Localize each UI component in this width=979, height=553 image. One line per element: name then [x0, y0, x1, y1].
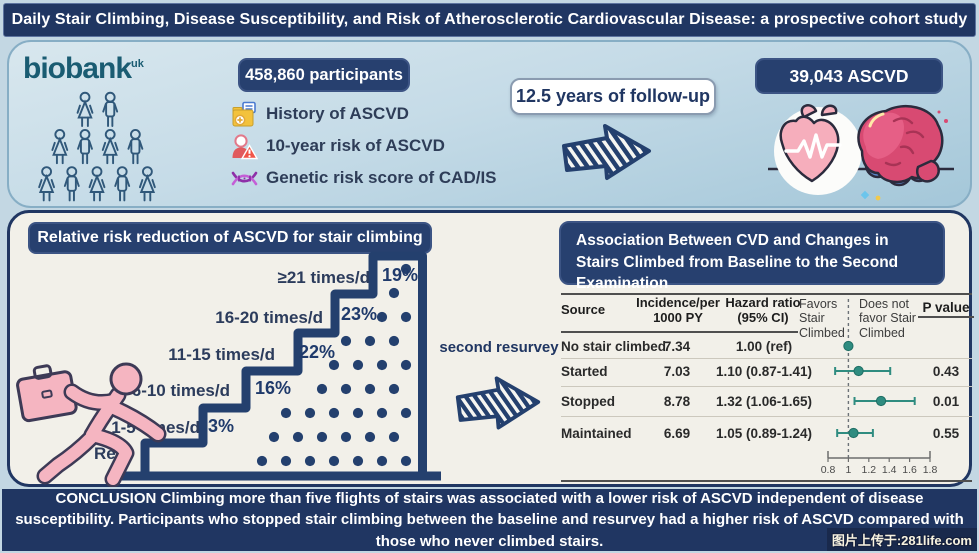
cell-hazard-ratio: 1.05 (0.89-1.24)	[715, 426, 813, 441]
right-arrow-icon	[455, 376, 541, 430]
stair-step-value: 23%	[341, 304, 378, 324]
uk-biobank-logo: biobankuk	[23, 52, 144, 86]
cell-incidence: 8.78	[663, 394, 691, 409]
heart-brain-icon	[768, 104, 954, 201]
cell-source: Maintained	[561, 426, 632, 441]
biobank-logo-text: biobank	[23, 52, 132, 85]
risk-item-10-year-risk: 10-year risk of ASCVD	[231, 130, 531, 162]
axis-tick-label: 0.8	[821, 464, 836, 476]
cell-p-value: 0.01	[932, 394, 960, 409]
row-separator	[561, 386, 972, 387]
stair-chart-title: Relative risk reduction of ASCVD for sta…	[28, 222, 432, 254]
watermark: 图片上传于:281life.com	[826, 528, 977, 551]
staircase-chart	[108, 251, 441, 481]
conclusion-bar: CONCLUSION Climbing more than five fligh…	[2, 489, 977, 551]
cell-incidence: 6.69	[663, 426, 691, 441]
title-bar: Daily Stair Climbing, Disease Susceptibi…	[3, 3, 976, 37]
stair-step-value: 19%	[382, 265, 419, 285]
stair-climber-icon	[16, 362, 167, 487]
col-header-pvalue: P value	[922, 300, 970, 315]
risk-item-genetic-score: Genetic risk score of CAD/IS	[231, 162, 531, 194]
cell-source: Stopped	[561, 394, 615, 409]
cell-source: No stair climbed	[561, 339, 667, 354]
stair-step-label: 11-15 times/d	[168, 345, 275, 364]
stair-step-label: 6-10 times/d	[131, 381, 230, 400]
axis-tick-label: 1.6	[902, 464, 917, 476]
cell-hazard-ratio: 1.10 (0.87-1.41)	[715, 364, 813, 379]
participants-badge: 458,860 participants	[238, 58, 410, 92]
pvalue-header-rule	[918, 316, 974, 318]
axis-tick-label: 1.4	[882, 464, 897, 476]
cell-source: Started	[561, 364, 608, 379]
stair-step-label: 16-20 times/d	[215, 308, 323, 327]
followup-badge: 12.5 years of follow-up	[510, 78, 716, 115]
risk-item-label: 10-year risk of ASCVD	[266, 136, 445, 155]
row-separator	[561, 416, 972, 417]
results-panel: Relative risk reduction of ASCVD for sta…	[7, 210, 974, 487]
axis-tick-label: 1	[845, 464, 851, 476]
cell-hazard-ratio: 1.00 (ref)	[735, 339, 793, 354]
risk-item-label: Genetic risk score of CAD/IS	[266, 168, 497, 187]
stair-step-value: 3%	[208, 416, 235, 436]
conclusion-text: CONCLUSION Climbing more than five fligh…	[15, 490, 964, 550]
table-header-rule	[561, 331, 798, 333]
forest-header-favors: Favors Stair Climbed	[799, 297, 845, 340]
patient-risk-icon	[232, 133, 258, 159]
cell-p-value: 0.55	[932, 426, 960, 441]
forest-plot: 0.8 1 1.2 1.4 1.6 1.8	[821, 299, 938, 476]
dots-pattern	[256, 263, 412, 467]
cell-hazard-ratio: 1.32 (1.06-1.65)	[715, 394, 813, 409]
axis-tick-label: 1.8	[923, 464, 938, 476]
participants-pyramid-icon	[38, 91, 156, 202]
forest-header-not-favor: Does not favor Stair Climbed	[859, 297, 916, 340]
table-bottom-rule	[561, 480, 972, 482]
second-resurvey-label: second resurvey	[439, 339, 559, 356]
risk-item-label: History of ASCVD	[266, 104, 409, 123]
cell-incidence: 7.03	[663, 364, 691, 379]
cell-p-value: 0.43	[932, 364, 960, 379]
col-header-hazard: Hazard ratio (95% CI)	[725, 295, 801, 325]
page-title: Daily Stair Climbing, Disease Susceptibi…	[11, 11, 968, 28]
dna-icon	[231, 171, 258, 185]
right-arrow-icon	[562, 124, 651, 180]
row-separator	[561, 358, 972, 359]
col-header-incidence: Incidence/per 1000 PY	[636, 295, 720, 325]
forest-table-title: Association Between CVD and Changes in S…	[559, 221, 945, 292]
study-design-panel: biobankuk 458,860 participants History o…	[7, 40, 972, 208]
col-header-source: Source	[561, 302, 606, 317]
axis-tick-label: 1.2	[861, 464, 876, 476]
medical-record-icon	[232, 101, 256, 126]
biobank-logo-sup: uk	[131, 58, 144, 70]
risk-item-history: History of ASCVD	[231, 98, 531, 130]
table-top-rule	[561, 293, 972, 295]
stair-step-value: 22%	[299, 342, 336, 362]
stair-step-label: ≥21 times/d	[277, 268, 370, 287]
stair-step-value: 16%	[255, 378, 292, 398]
cell-incidence: 7.34	[663, 339, 691, 354]
ascvd-outcome-badge: 39,043 ASCVD	[755, 58, 943, 94]
